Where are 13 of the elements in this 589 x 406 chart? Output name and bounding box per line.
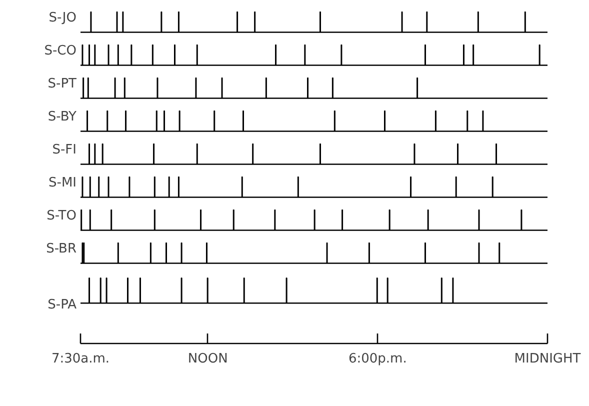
y-axis-title: S-MI: [48, 176, 77, 190]
x-tick-label: 7:30a.m.: [51, 352, 110, 366]
x-tick-label: MIDNIGHT: [514, 352, 581, 366]
y-axis-title: S-BY: [48, 110, 77, 124]
y-axis-title: S-JO: [48, 10, 76, 26]
y-axis-title: S-BR: [46, 242, 77, 256]
y-axis-title: S-PA: [48, 298, 77, 312]
x-tick-label: 6:00p.m.: [348, 352, 407, 366]
y-axis-title: S-TO: [46, 208, 77, 224]
y-axis-title: S-FI: [52, 142, 77, 158]
y-axis-title: S-PT: [48, 76, 77, 92]
y-axis-title: S-CO: [44, 44, 77, 58]
x-tick-label: NOON: [188, 352, 228, 366]
